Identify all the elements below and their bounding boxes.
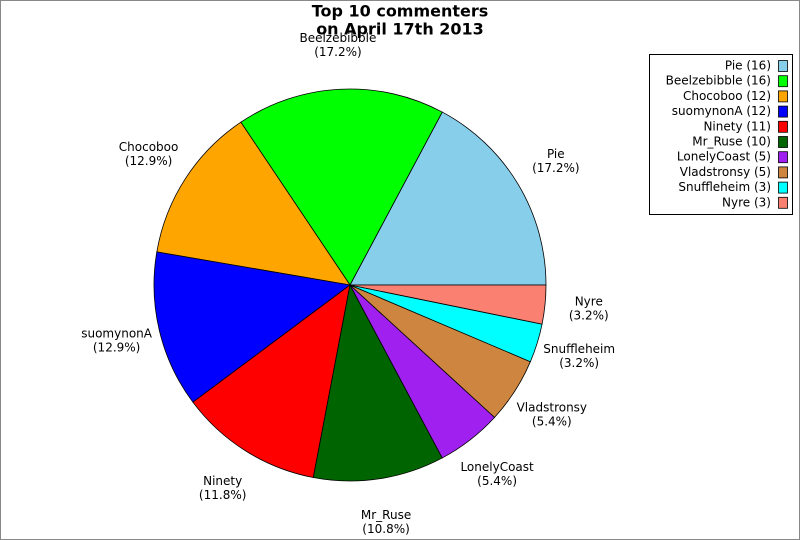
legend-label: Nyre (3) — [722, 195, 771, 209]
legend-label: LonelyCoast (5) — [677, 150, 771, 164]
slice-label: Mr_Ruse — [361, 508, 411, 522]
slice-value-label: (10.8%) — [362, 522, 409, 536]
slice-value-label: (12.9%) — [93, 341, 140, 355]
slice-value-label: (3.2%) — [569, 309, 609, 323]
pie-slice — [153, 251, 351, 403]
pie-slice — [312, 283, 443, 482]
legend-swatch — [778, 166, 788, 179]
legend-label: Mr_Ruse (10) — [692, 135, 771, 149]
legend-label: Ninety (11) — [703, 119, 771, 133]
slice-value-label: (12.9%) — [125, 154, 172, 168]
pie-slice — [349, 284, 547, 325]
slice-label: suomynonA — [81, 327, 153, 341]
slice-label: LonelyCoast — [460, 460, 534, 474]
slice-label: Vladstronsy — [517, 400, 587, 414]
pie-slice — [192, 284, 351, 478]
legend-swatch — [778, 136, 788, 148]
legend-label: Chocoboo (12) — [683, 89, 771, 103]
slice-value-label: (5.4%) — [532, 414, 572, 428]
slice-value-label: (11.8%) — [199, 488, 246, 502]
slice-label: Chocoboo — [119, 140, 179, 154]
slice-label: Nyre — [575, 295, 603, 309]
pie-slice — [349, 111, 547, 286]
slice-value-label: (17.2%) — [532, 161, 579, 175]
legend-swatch — [778, 120, 788, 133]
legend-swatch — [778, 60, 788, 72]
slice-value-label: (17.2%) — [314, 45, 361, 59]
legend-box — [649, 54, 793, 215]
slice-label: Beelzebibble — [299, 31, 376, 45]
pie-slice — [156, 121, 351, 286]
legend-swatch — [778, 196, 788, 209]
legend-label: Vladstronsy (5) — [680, 165, 771, 179]
legend-swatch — [778, 181, 788, 194]
legend-label: Snuffleheim (3) — [678, 180, 771, 194]
legend-swatch — [778, 151, 788, 164]
legend-swatch — [778, 75, 788, 88]
slice-label: Snuffleheim — [543, 342, 615, 356]
legend-label: Beelzebibble (16) — [666, 74, 771, 88]
legend-swatch — [778, 90, 788, 103]
chart-title: Top 10 commenters — [312, 2, 489, 21]
legend-label: suomynonA (12) — [672, 104, 771, 118]
legend-label: Pie (16) — [725, 59, 771, 73]
slice-value-label: (5.4%) — [477, 474, 517, 488]
slice-value-label: (3.2%) — [559, 356, 599, 370]
slice-label: Ninety — [203, 474, 242, 488]
slice-label: Pie — [547, 147, 565, 161]
chart-title: on April 17th 2013 — [316, 20, 484, 39]
legend-swatch — [778, 105, 788, 118]
pie-slice — [240, 88, 443, 286]
